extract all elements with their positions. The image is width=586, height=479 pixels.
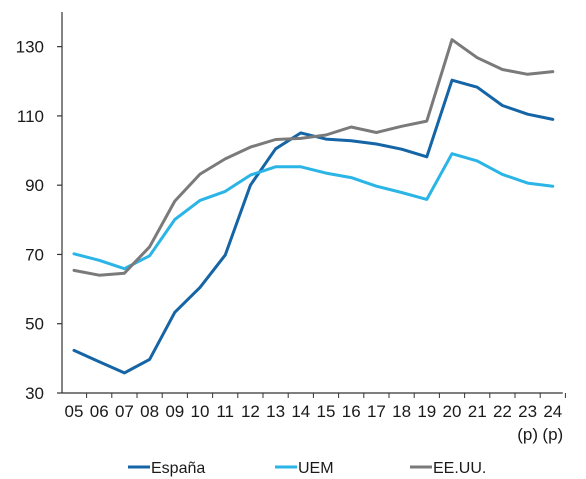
y-tick-label: 30 [25,384,44,403]
series-lines [72,38,555,375]
x-tick-label: 15 [317,402,336,421]
x-tick-label: 16 [342,402,361,421]
y-tick-label: 70 [25,245,44,264]
series-line-españa [72,78,555,375]
x-tick-label: 17 [367,402,386,421]
legend-label: EE.UU. [433,460,486,477]
x-tick-note: (p) [542,425,563,444]
x-tick-label: 14 [291,402,310,421]
x-tick-label: 21 [468,402,487,421]
legend-label: UEM [298,460,334,477]
legend-label: España [151,460,205,477]
x-tick-label: 20 [443,402,462,421]
y-tick-label: 130 [16,38,44,57]
x-tick-label: 12 [241,402,260,421]
x-tick-label: 07 [115,402,134,421]
axes [61,12,563,394]
series-line-ee-uu [72,38,555,277]
x-tick-label: 18 [392,402,411,421]
x-tick-label: 10 [191,402,210,421]
x-tick-label: 13 [266,402,285,421]
y-tick-label: 110 [17,107,44,126]
y-tick-label: 50 [25,315,44,334]
x-tick-label: 06 [90,402,109,421]
x-tick-label: 05 [65,402,84,421]
x-tick-label: 19 [417,402,436,421]
x-tick-note: (p) [517,425,538,444]
y-axis-ticks: 30 50 70 90 110 130 [16,38,62,403]
x-tick-label: 09 [165,402,184,421]
x-tick-label: 11 [216,402,234,421]
legend: España UEM EE.UU. [128,460,486,477]
x-tick-label: 22 [493,402,512,421]
x-tick-label: 24 [543,402,562,421]
x-tick-label: 08 [140,402,159,421]
x-tick-label: 23 [518,402,537,421]
x-axis-ticks: 05 06 07 08 09 10 11 12 13 14 15 16 17 18 19 20 21 22 23 (p… [65,393,566,444]
series-line-uem [72,152,555,271]
y-tick-label: 90 [25,176,44,195]
